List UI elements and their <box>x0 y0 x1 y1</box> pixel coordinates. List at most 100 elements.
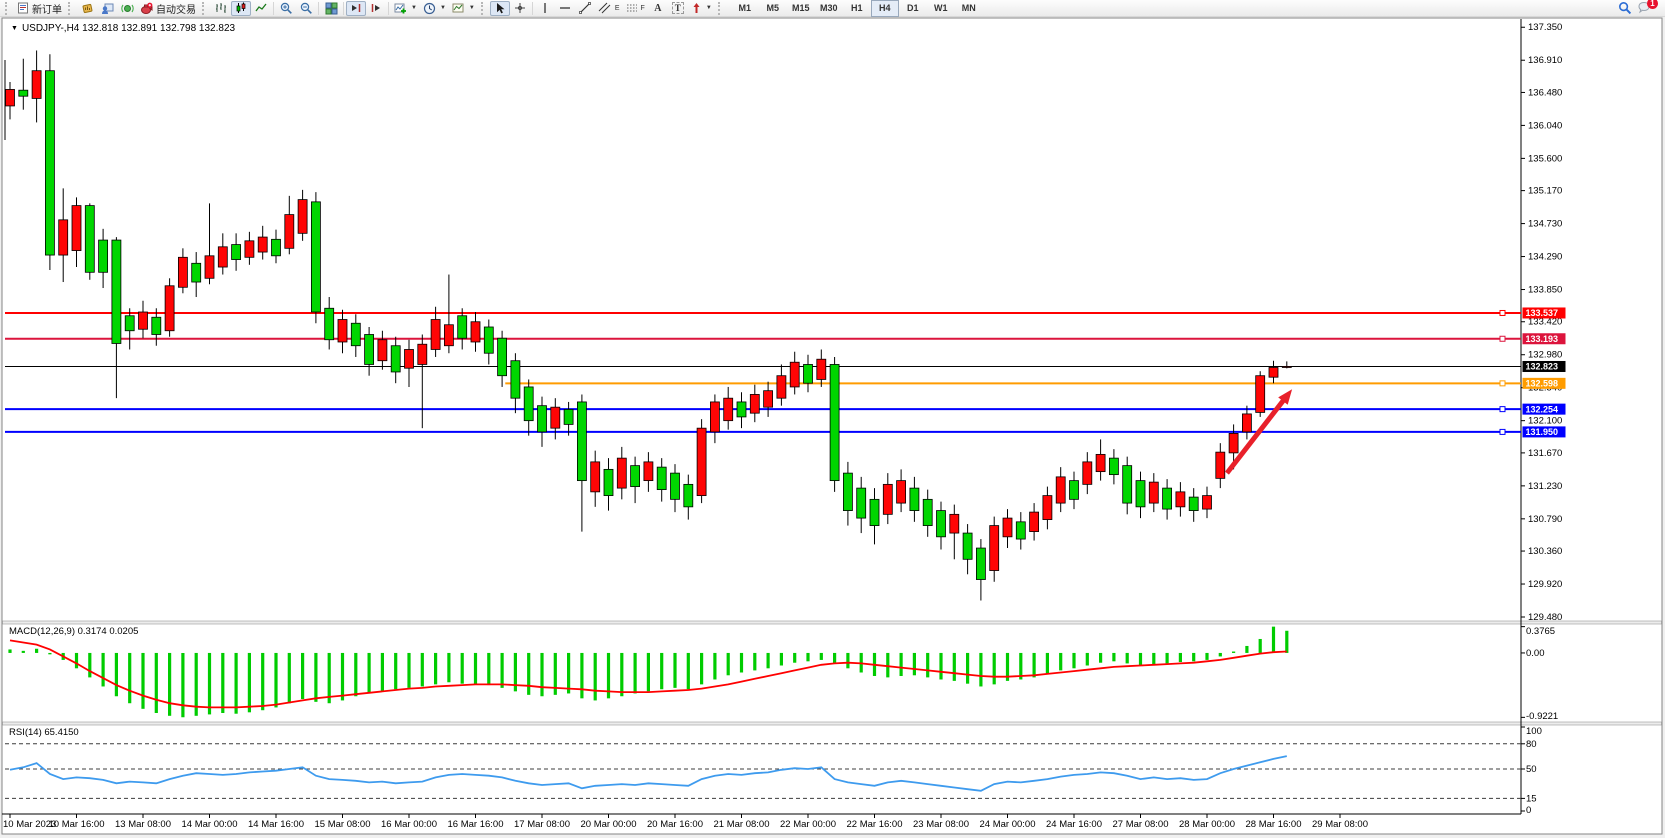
auto-scroll-button[interactable] <box>346 0 366 16</box>
timeframe-button-w1[interactable]: W1 <box>934 3 948 13</box>
timeframe-button-d1[interactable]: D1 <box>907 3 919 13</box>
horizontal-line-button[interactable] <box>555 1 575 16</box>
trend-arrow-annotation[interactable] <box>1224 389 1293 475</box>
fibonacci-icon <box>626 4 637 12</box>
toolbar-gripper[interactable] <box>68 1 74 15</box>
horizontal-level-lines[interactable] <box>5 309 1521 435</box>
macd-axis-label: 0.00 <box>1526 648 1545 659</box>
equidistant-channel-button[interactable]: E <box>595 1 623 16</box>
line-chart-button[interactable] <box>251 1 271 16</box>
notifications-button[interactable]: 1 <box>1635 0 1658 16</box>
chart-shift-button[interactable] <box>366 1 386 16</box>
macd-axis-label: -0.9221 <box>1526 711 1558 722</box>
price-tick-label: 136.480 <box>1528 87 1562 98</box>
timeframe-button-m1[interactable]: M1 <box>738 3 752 13</box>
text-label-icon: T <box>671 2 684 14</box>
macd-indicator-label: MACD(12,26,9) 0.3174 0.0205 <box>9 626 139 637</box>
price-tick-label: 136.910 <box>1528 55 1562 66</box>
toolbar-gripper[interactable] <box>5 1 11 15</box>
macd-panel: 0.3765 0.00 -0.9221 <box>8 626 1558 722</box>
zoom-out-icon <box>300 2 312 14</box>
price-tick-label: 131.230 <box>1528 481 1562 492</box>
fibonacci-button[interactable]: F <box>623 1 648 16</box>
price-tick-label: 137.350 <box>1528 22 1562 33</box>
zoom-in-button[interactable] <box>276 1 296 16</box>
rsi-line <box>9 755 1287 792</box>
time-tick-label: 22 Mar 00:00 <box>780 819 836 830</box>
auto-scroll-icon <box>352 4 361 12</box>
text-icon: A <box>654 2 662 14</box>
price-axis[interactable]: 137.350 136.910 136.480 136.040 135.600 135.1… <box>1521 22 1562 623</box>
toolbar-gripper[interactable] <box>202 1 208 15</box>
crosshair-button[interactable] <box>510 1 530 16</box>
timeframe-button-h1[interactable]: H1 <box>851 3 863 13</box>
price-tick-label: 133.420 <box>1528 317 1562 328</box>
line-handle[interactable] <box>1499 428 1506 435</box>
level-price-label: 133.193 <box>1526 334 1559 344</box>
price-tick-label: 129.920 <box>1528 579 1562 590</box>
market-watch-button[interactable] <box>117 1 137 16</box>
vertical-line-button[interactable] <box>535 1 555 16</box>
timeframe-button-h4[interactable]: H4 <box>870 0 899 17</box>
price-tick-label: 134.730 <box>1528 219 1562 230</box>
text-button[interactable]: A <box>648 1 668 16</box>
new-chart-button[interactable] <box>77 1 97 16</box>
candlestick-series <box>4 50 1292 601</box>
new-chart-icon <box>82 3 92 13</box>
timeframe-button-m30[interactable]: M30 <box>820 3 838 13</box>
autotrading-button[interactable]: 自动交易 <box>137 1 199 16</box>
profiles-button[interactable] <box>97 1 117 16</box>
fibo-letter: F <box>640 4 645 12</box>
time-tick-label: 28 Mar 16:00 <box>1246 819 1302 830</box>
crosshair-icon <box>514 3 525 13</box>
chart-dropdown-icon[interactable]: ▼ <box>11 25 18 32</box>
timeframe-button-m15[interactable]: M15 <box>792 3 810 13</box>
chart-title-text: USDJPY-,H4 132.818 132.891 132.798 132.8… <box>21 23 236 34</box>
indicators-button[interactable]: ▼ <box>391 1 420 16</box>
timeframe-button-m5[interactable]: M5 <box>766 3 780 13</box>
price-tick-label: 135.170 <box>1528 186 1562 197</box>
time-tick-label: 13 Mar 08:00 <box>115 819 171 830</box>
line-handle[interactable] <box>1499 309 1506 316</box>
line-handle[interactable] <box>1499 335 1506 342</box>
templates-button[interactable]: ▼ <box>449 1 478 16</box>
time-tick-label: 16 Mar 00:00 <box>381 819 437 830</box>
search-icon <box>1618 1 1632 15</box>
toolbar-separator <box>531 1 533 15</box>
vertical-line-icon <box>544 3 546 13</box>
line-handle[interactable] <box>1499 380 1506 387</box>
timeframe-button-mn[interactable]: MN <box>961 3 976 13</box>
candlestick-chart-button[interactable] <box>231 0 251 16</box>
toolbar-gripper[interactable] <box>480 1 487 15</box>
rsi-axis-label: 100 <box>1526 726 1542 737</box>
text-label-button[interactable]: T <box>668 1 688 16</box>
zoom-out-button[interactable] <box>296 1 316 16</box>
rsi-axis-label: 0 <box>1526 805 1531 816</box>
cursor-button[interactable] <box>489 0 510 16</box>
line-handle[interactable] <box>1499 406 1506 413</box>
periods-button[interactable]: ▼ <box>420 1 449 16</box>
time-tick-label: 29 Mar 08:00 <box>1312 819 1368 830</box>
tile-windows-button[interactable] <box>321 1 341 16</box>
notification-badge: 1 <box>1647 0 1658 9</box>
toolbar-gripper[interactable] <box>717 1 724 15</box>
trendline-button[interactable] <box>575 1 595 16</box>
bar-chart-button[interactable] <box>211 1 231 16</box>
toolbar: 新订单 自动交易 <box>0 0 1665 17</box>
rsi-indicator-label: RSI(14) 65.4150 <box>9 727 79 738</box>
price-tick-label: 133.850 <box>1528 285 1562 296</box>
cursor-icon <box>496 3 505 14</box>
price-tick-label: 135.600 <box>1528 153 1562 164</box>
level-price-label: 133.537 <box>1526 308 1559 318</box>
arrows-button[interactable]: ▼ <box>688 1 715 16</box>
search-button[interactable] <box>1615 1 1635 16</box>
dropdown-caret-icon: ▼ <box>468 5 475 11</box>
time-tick-label: 23 Mar 08:00 <box>913 819 969 830</box>
templates-icon <box>452 3 464 12</box>
macd-axis-label: 0.3765 <box>1526 626 1555 637</box>
new-order-button[interactable]: 新订单 <box>14 1 65 16</box>
dropdown-caret-icon: ▼ <box>411 5 417 11</box>
trendline-icon <box>579 2 591 14</box>
